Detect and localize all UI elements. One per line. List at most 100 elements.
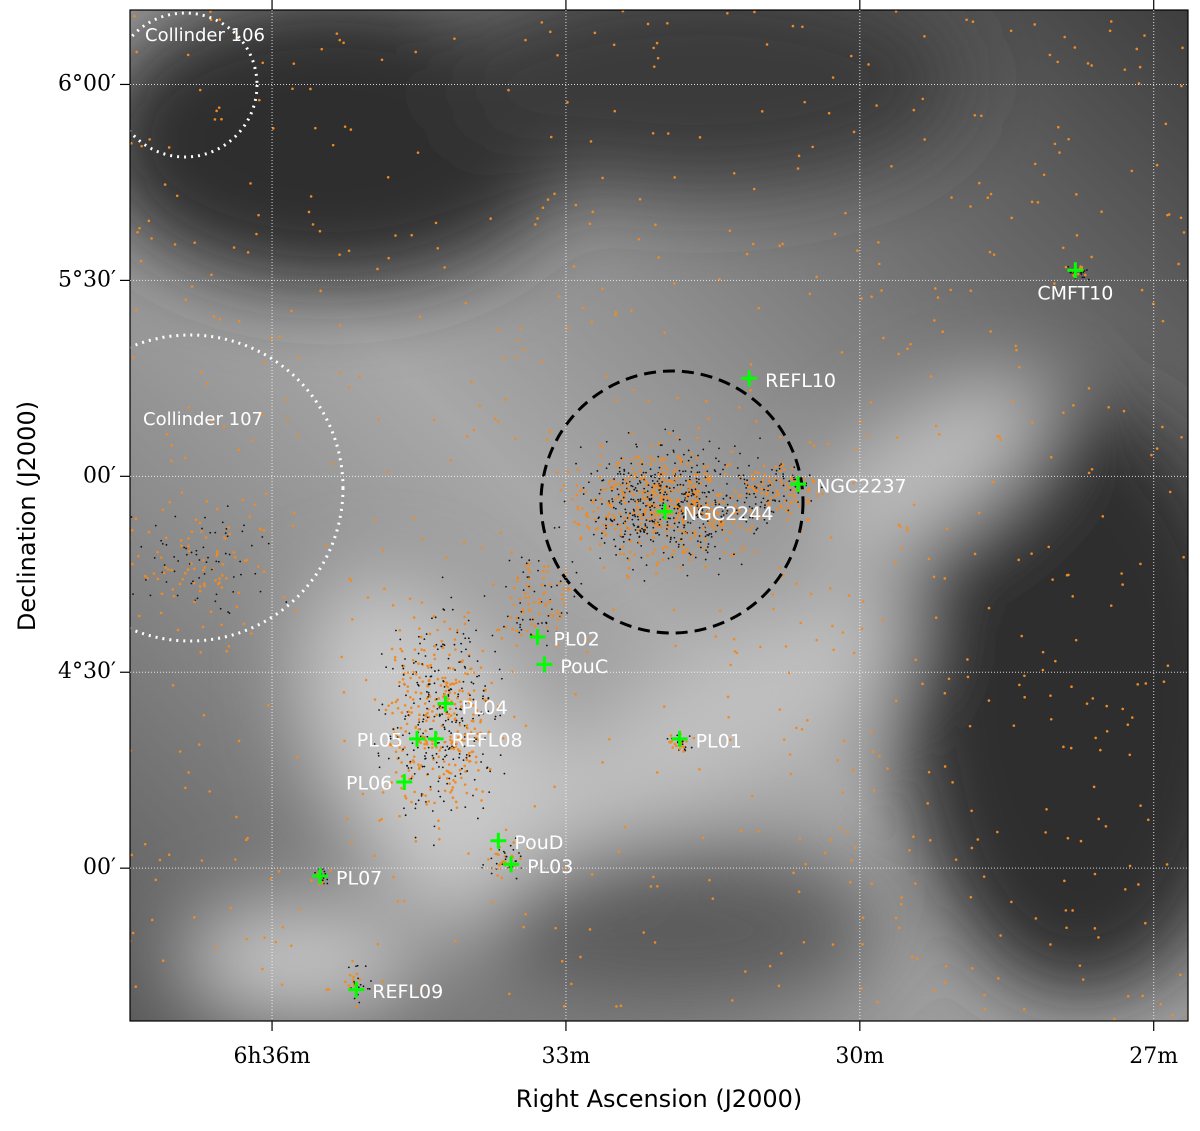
background-source [1146, 818, 1150, 822]
background-source [417, 718, 421, 721]
background-source [690, 494, 693, 497]
background-source [501, 737, 505, 740]
background-source [663, 457, 666, 460]
background-source [199, 651, 203, 654]
background-source [678, 511, 682, 515]
background-source [292, 62, 296, 65]
background-source [649, 511, 653, 515]
background-source [656, 480, 659, 483]
background-source [193, 600, 196, 604]
background-source [185, 553, 188, 556]
background-source [381, 791, 385, 794]
background-source [600, 532, 603, 535]
background-source [745, 252, 749, 256]
background-source [427, 666, 430, 669]
background-source [650, 443, 653, 447]
background-source [815, 275, 818, 279]
background-source [511, 628, 514, 631]
background-source [460, 642, 463, 645]
background-source [217, 560, 220, 563]
background-source [894, 561, 897, 565]
background-source [573, 520, 576, 524]
background-source [599, 454, 603, 457]
background-source [418, 676, 421, 679]
background-source [425, 719, 428, 723]
background-source [761, 478, 765, 482]
background-source [631, 485, 634, 488]
background-source [639, 481, 642, 484]
background-source [740, 563, 743, 566]
background-source [1166, 664, 1170, 667]
background-source [201, 527, 203, 530]
background-source [475, 709, 478, 712]
background-source [1041, 650, 1045, 654]
background-source [1121, 583, 1124, 586]
background-source [452, 682, 456, 686]
background-source [423, 702, 427, 705]
background-source [715, 511, 718, 514]
background-source [632, 498, 635, 501]
background-source [519, 855, 522, 858]
background-source [378, 709, 380, 711]
background-source [619, 1004, 623, 1008]
background-source [435, 691, 437, 694]
background-source [943, 765, 947, 768]
background-source [689, 522, 692, 524]
background-source [941, 330, 945, 334]
background-source [707, 521, 711, 524]
background-source [659, 518, 662, 521]
background-source [778, 435, 782, 439]
background-source [763, 473, 767, 477]
background-source [421, 680, 425, 683]
background-source [342, 41, 345, 45]
background-source [460, 650, 463, 653]
background-source [573, 595, 576, 598]
background-source [349, 128, 353, 131]
background-source [432, 653, 436, 657]
background-source [627, 527, 631, 531]
background-source [421, 735, 424, 738]
background-source [659, 444, 662, 447]
background-source [786, 518, 789, 521]
background-source [782, 738, 786, 741]
y-tick-label: 4°30′ [58, 659, 116, 684]
background-source [513, 586, 516, 590]
background-source [424, 714, 427, 718]
plot-frame [129, 9, 1189, 1022]
background-source [475, 629, 477, 632]
background-source [499, 754, 502, 756]
background-source [525, 562, 528, 565]
background-source [241, 498, 245, 502]
background-source [448, 782, 451, 785]
background-source [165, 581, 168, 583]
background-source [404, 796, 408, 800]
background-source [381, 979, 384, 983]
background-source [472, 698, 475, 701]
background-source [933, 989, 937, 993]
background-source [934, 424, 938, 428]
background-source [112, 561, 114, 563]
background-source [466, 611, 470, 614]
background-source [474, 744, 476, 747]
background-source [770, 482, 774, 486]
background-source [138, 614, 141, 618]
background-source [632, 523, 635, 525]
background-source [666, 524, 669, 527]
background-source [187, 771, 190, 774]
background-source [465, 648, 467, 651]
background-source [463, 783, 467, 786]
background-source [466, 770, 469, 772]
background-source [205, 500, 208, 503]
background-source [1099, 748, 1102, 752]
background-source [520, 610, 523, 613]
background-source [183, 546, 186, 549]
background-source [466, 699, 469, 703]
background-source [1177, 262, 1180, 266]
background-source [791, 24, 795, 28]
background-source [396, 698, 399, 702]
background-source [777, 984, 781, 988]
background-source [548, 599, 552, 603]
background-source [698, 136, 702, 139]
background-source [1020, 634, 1024, 638]
background-source [694, 484, 697, 488]
